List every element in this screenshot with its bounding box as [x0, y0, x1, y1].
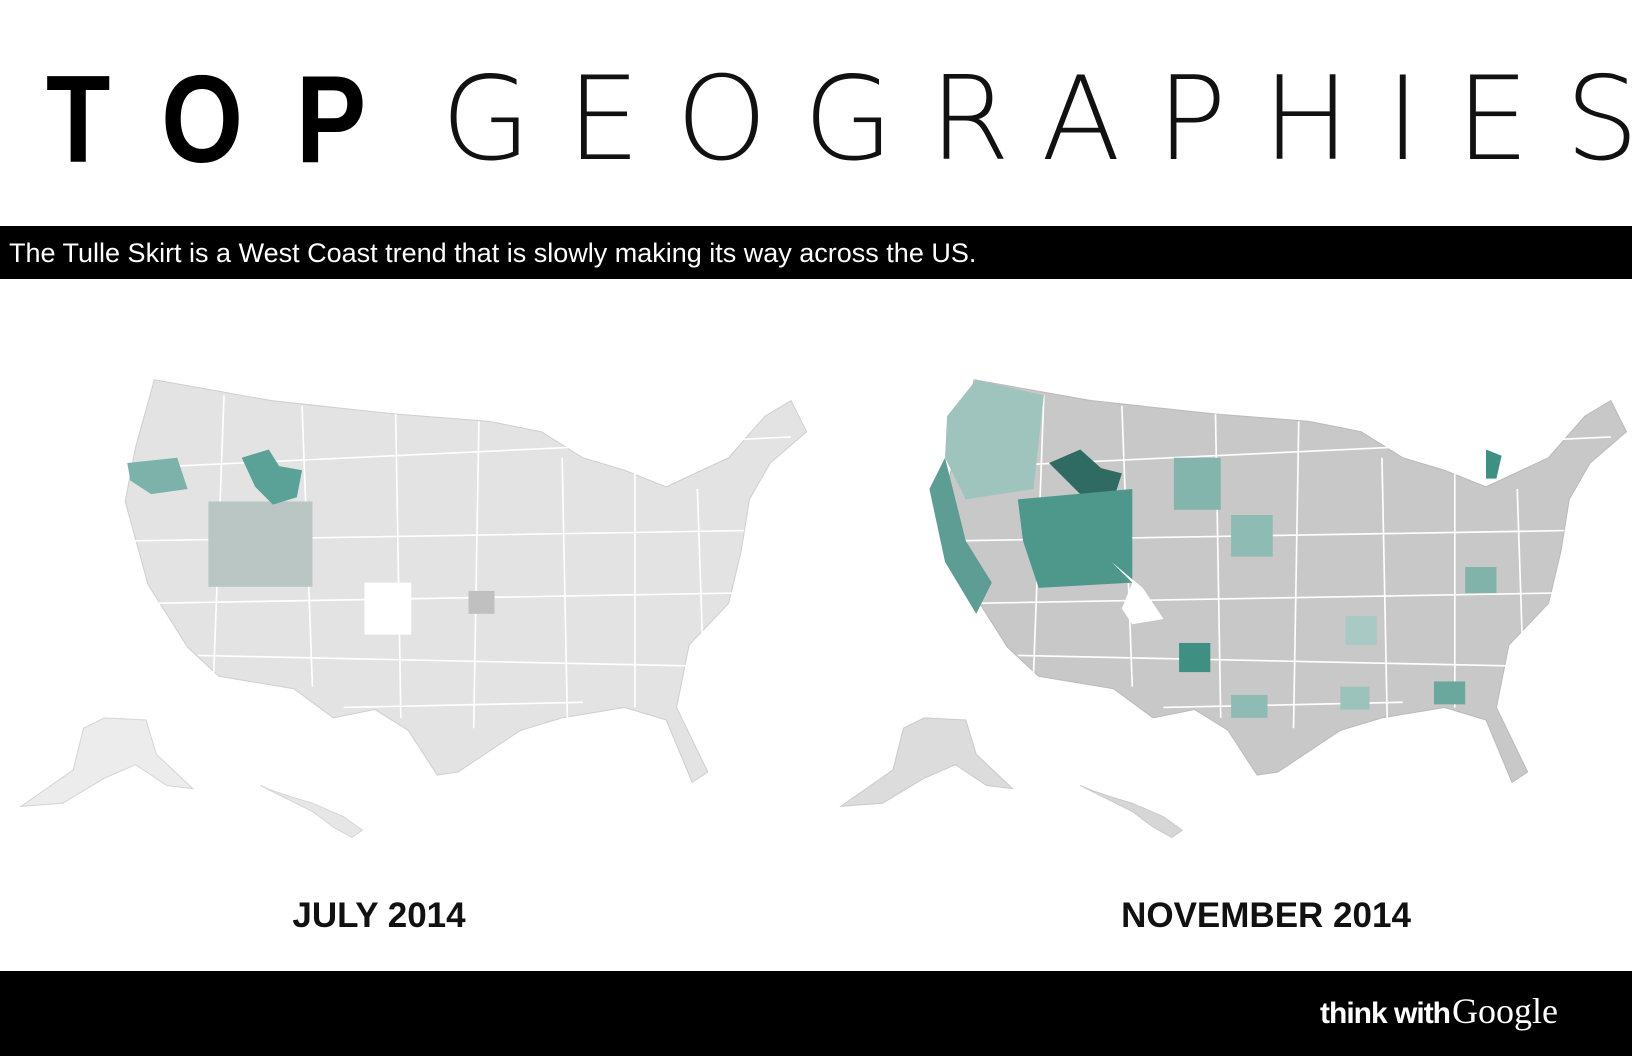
subtitle-bar — [0, 226, 1632, 279]
logo: think withGoogle — [1320, 990, 1558, 1032]
title: TOP GEOGRAPHIES — [46, 51, 1632, 189]
footer — [0, 971, 1632, 1056]
subtitle: The Tulle Skirt is a West Coast trend th… — [9, 238, 977, 268]
map-label: JULY 2014 — [292, 896, 466, 935]
logo-text: think with — [1320, 997, 1451, 1030]
title-bold: TOP — [46, 51, 419, 189]
map-label: NOVEMBER 2014 — [1121, 896, 1411, 935]
logo-brand: Google — [1452, 991, 1558, 1031]
map-july — [20, 379, 808, 839]
map-november — [840, 379, 1627, 839]
title-light: GEOGRAPHIES — [441, 52, 1632, 187]
